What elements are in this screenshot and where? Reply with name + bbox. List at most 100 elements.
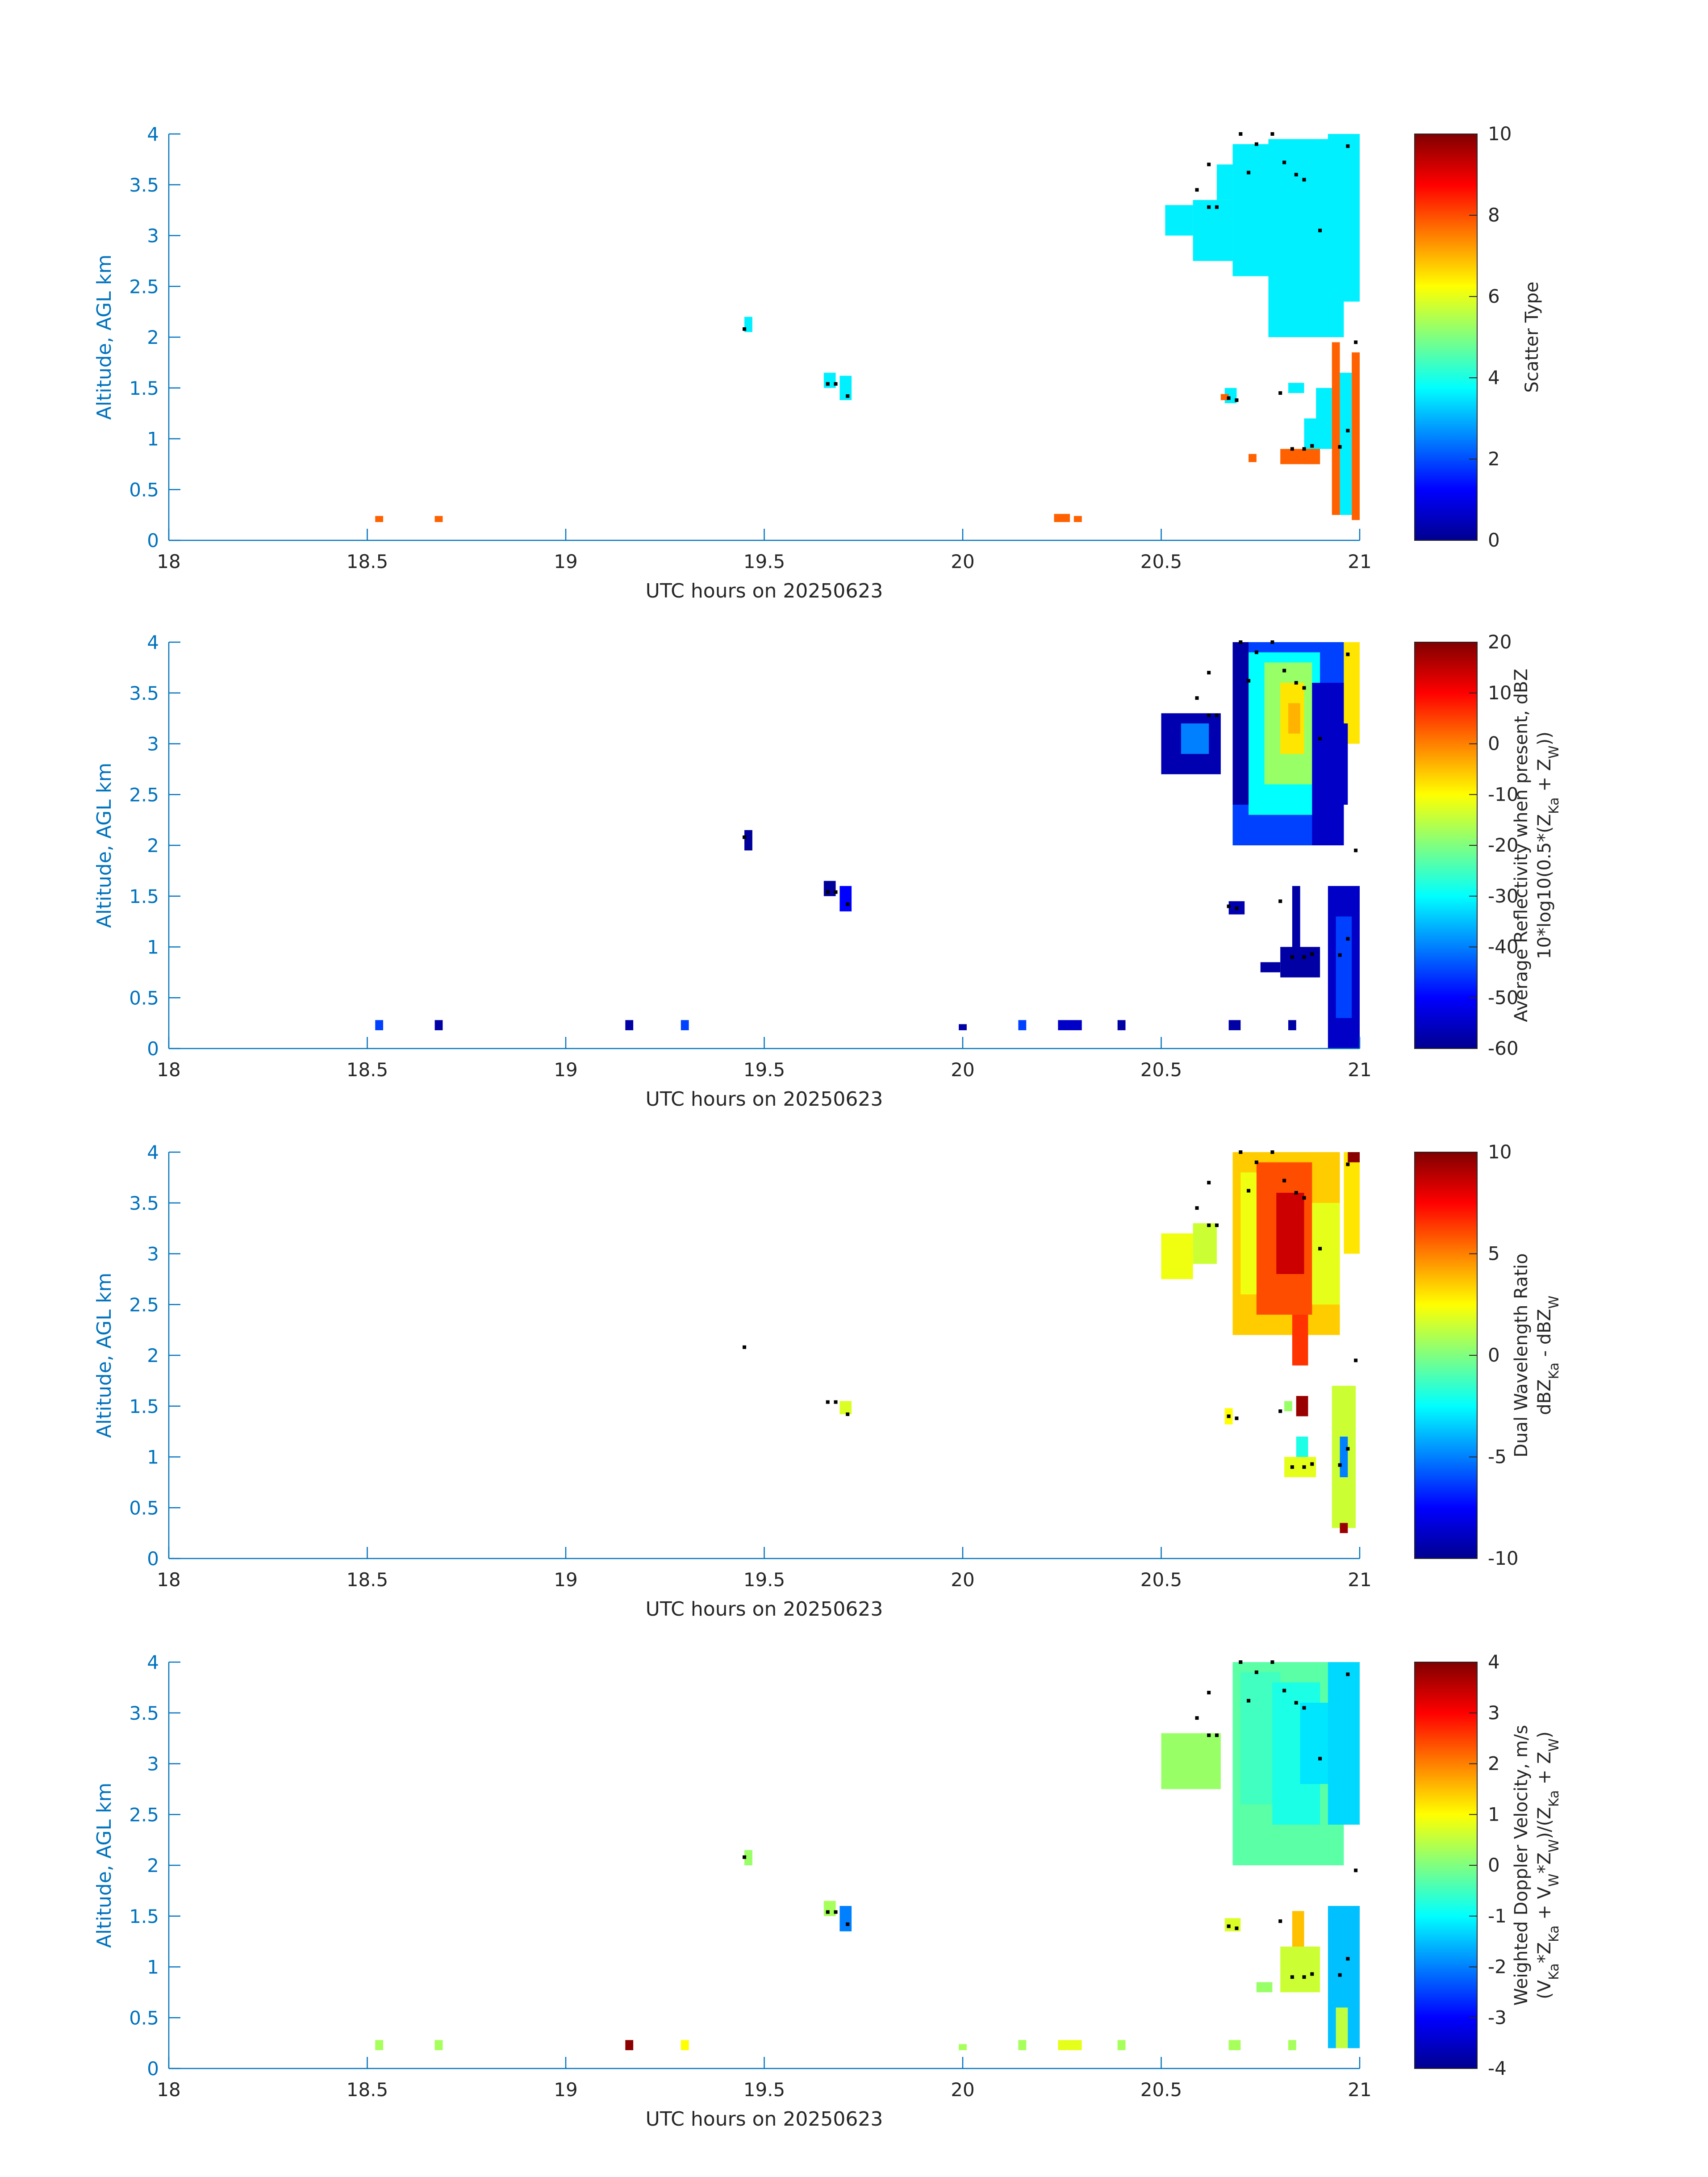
cloud-base-point: [1207, 205, 1211, 209]
colorbar-label-formula: 10*log10(0.5*(ZKa + ZW)): [1534, 731, 1562, 959]
colorbar-label-line: Weighted Doppler Velocity, m/s: [1511, 1725, 1532, 2006]
data-cell: [1332, 342, 1340, 515]
cloud-base-point: [1270, 640, 1274, 644]
cloud-base-point: [1270, 1150, 1274, 1154]
cloud-base-point: [743, 327, 747, 331]
colorbar-tick-label: -1: [1488, 1905, 1507, 1927]
data-cell: [434, 516, 443, 522]
y-tick-label: 4: [147, 123, 159, 145]
data-cell: [1228, 2040, 1241, 2051]
cloud-base-point: [1294, 1701, 1298, 1705]
cloud-base-point: [1318, 1757, 1322, 1761]
cloud-base-point: [1346, 429, 1350, 433]
colorbar-tick-label: 0: [1488, 1344, 1500, 1366]
cloud-base-point: [1346, 652, 1350, 656]
data-cell: [1312, 683, 1344, 845]
cloud-base-point: [1302, 1706, 1306, 1710]
x-tick-label: 18: [157, 551, 180, 572]
x-tick-label: 18.5: [347, 2079, 388, 2101]
y-tick-label: 0: [147, 1548, 159, 1570]
colorbar-tick-label: 0: [1488, 1854, 1500, 1876]
cloud-base-point: [1278, 899, 1282, 903]
colorbar-label-formula: dBZKa - dBZW: [1534, 1295, 1562, 1415]
cloud-base-point: [1247, 1189, 1251, 1193]
cloud-base-point: [1254, 1670, 1258, 1674]
data-cell: [1280, 1947, 1320, 1993]
data-cell: [959, 2044, 967, 2051]
data-cell: [1193, 200, 1233, 261]
colorbar-tick-label: -50: [1488, 986, 1519, 1008]
cloud-base-point: [1207, 1733, 1211, 1737]
x-tick-label: 20.5: [1140, 2079, 1182, 2101]
cloud-base-point: [1215, 1733, 1219, 1737]
cloud-base-point: [1294, 1191, 1298, 1195]
x-tick-label: 19: [554, 1059, 577, 1081]
cloud-base-point: [1195, 696, 1199, 700]
colorbar-tick-label: 3: [1488, 1702, 1500, 1724]
cloud-base-point: [1227, 904, 1231, 908]
formula-subscript: Ka: [1546, 1925, 1562, 1942]
cloud-base-point: [1239, 1150, 1243, 1154]
data-cell: [1058, 2040, 1082, 2051]
cloud-base-point: [1290, 1465, 1294, 1469]
cloud-base-point: [1294, 681, 1298, 685]
data-cell: [1054, 514, 1070, 522]
cloud-base-point: [1227, 1924, 1231, 1928]
cloud-base-point: [1354, 1868, 1358, 1872]
y-tick-label: 0.5: [129, 1497, 159, 1519]
cloud-base-point: [1215, 1223, 1219, 1227]
data-cell: [1276, 1193, 1304, 1274]
cloud-base-point: [1346, 144, 1350, 148]
data-cell: [1228, 1020, 1241, 1031]
colorbar-tick-label: 2: [1488, 1753, 1500, 1775]
y-tick-label: 0.5: [129, 479, 159, 501]
cloud-base-point: [1278, 1409, 1282, 1413]
cloud-base-point: [1195, 1206, 1199, 1210]
colorbar-tick-label: 8: [1488, 204, 1500, 226]
cloud-base-point: [1282, 160, 1286, 164]
x-tick-label: 20: [951, 551, 974, 572]
data-cell: [1292, 886, 1300, 947]
y-tick-label: 1: [147, 936, 159, 958]
formula-part: - dBZ: [1534, 1309, 1555, 1362]
cloud-base-point: [1302, 955, 1306, 959]
panel-2: 0 0.5 1 1.5 2 2.5 3 3.5 4 18 18.5 19 19.5 20 20.5 21 UTC…: [93, 631, 1562, 1111]
cloud-base-point: [1338, 1973, 1342, 1977]
x-tick-label: 21: [1348, 1569, 1371, 1591]
cloud-base-point: [1318, 229, 1322, 233]
data-cell: [1288, 2040, 1296, 2051]
colorbar-tick-label: 20: [1488, 631, 1512, 653]
data-cell: [1220, 394, 1229, 401]
colorbar-tick-label: 0: [1488, 529, 1500, 551]
cloud-base-point: [1207, 1691, 1211, 1695]
colorbar-tick-label: 10: [1488, 123, 1512, 145]
formula-subscript: W: [1546, 745, 1562, 759]
cloud-base-point: [1354, 1358, 1358, 1362]
cloud-base-point: [846, 394, 850, 398]
cloud-base-point: [1346, 937, 1350, 941]
data-cell: [1284, 1401, 1292, 1412]
data-cell: [1288, 703, 1300, 734]
cloud-base-point: [1207, 1223, 1211, 1227]
cloud-base-point: [846, 1922, 850, 1926]
y-tick-label: 1: [147, 428, 159, 450]
x-tick-label: 18: [157, 2079, 180, 2101]
cloud-base-point: [1247, 1699, 1251, 1703]
colorbar-tick-label: -30: [1488, 885, 1519, 907]
y-tick-label: 0: [147, 2058, 159, 2080]
formula-part: dBZ: [1534, 1379, 1555, 1415]
colorbar-tick-label: -40: [1488, 936, 1519, 958]
cloud-base-point: [1195, 188, 1199, 192]
data-cell: [1161, 1733, 1221, 1789]
data-cell: [1280, 947, 1320, 978]
x-tick-label: 20.5: [1140, 1059, 1182, 1081]
x-axis-label: UTC hours on 20250623: [646, 2108, 883, 2131]
y-tick-label: 3.5: [129, 1702, 159, 1724]
formula-part: )/(Z: [1534, 1807, 1555, 1839]
cloud-base-point: [1310, 1972, 1314, 1976]
cloud-base-point: [1254, 650, 1258, 654]
data-cell: [959, 1024, 967, 1031]
data-cell: [1328, 134, 1360, 302]
data-cell: [1312, 1203, 1340, 1305]
